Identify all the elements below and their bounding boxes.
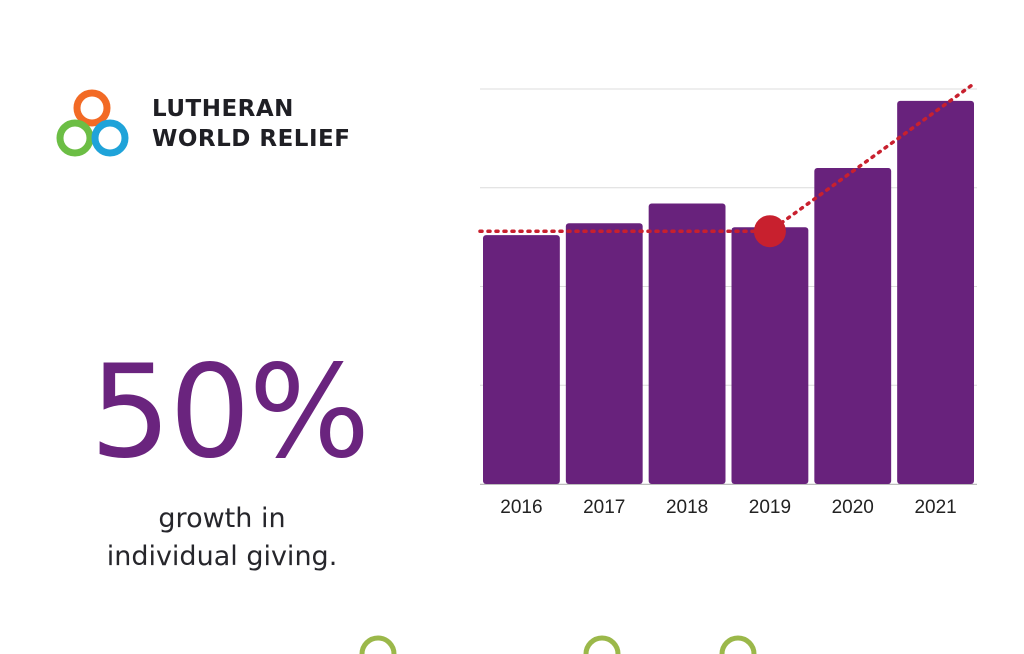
growth-percentage: 50% <box>89 338 371 487</box>
logo-orange-ring <box>73 89 111 127</box>
bar-2016 <box>483 235 560 484</box>
trend-marker <box>753 215 786 248</box>
bar-2018 <box>648 203 726 485</box>
x-tick-label-2018: 2018 <box>666 497 708 518</box>
logo: LUTHERAN WORLD RELIEF <box>52 84 372 164</box>
logo-line-1: LUTHERAN <box>152 96 294 122</box>
bar-2019 <box>731 227 809 484</box>
logo-text: LUTHERAN WORLD RELIEF <box>152 94 350 154</box>
footer-arc-3 <box>719 635 757 654</box>
giving-bar-chart: 2016 2017 2018 2019 2020 2021 <box>478 83 977 518</box>
caption-line-2: individual giving. <box>106 541 338 572</box>
x-tick-label-2016: 2016 <box>500 497 542 518</box>
bar-2021 <box>897 100 974 484</box>
logo-line-2: WORLD RELIEF <box>152 126 351 152</box>
x-tick-label-2021: 2021 <box>914 497 956 518</box>
footer-arc-2 <box>583 635 621 654</box>
x-tick-label-2019: 2019 <box>749 497 791 518</box>
footer-arc-1 <box>359 635 397 654</box>
caption-line-1: growth in <box>158 503 286 534</box>
footer-decoration <box>359 635 757 654</box>
x-tick-label-2020: 2020 <box>832 497 874 518</box>
logo-mark-icon <box>56 89 129 157</box>
growth-caption: growth in individual giving. <box>72 500 372 576</box>
logo-green-ring <box>56 119 94 157</box>
bar-2020 <box>814 168 892 484</box>
logo-blue-ring <box>91 119 129 157</box>
x-tick-label-2017: 2017 <box>583 497 625 518</box>
bar-2017 <box>565 223 643 485</box>
